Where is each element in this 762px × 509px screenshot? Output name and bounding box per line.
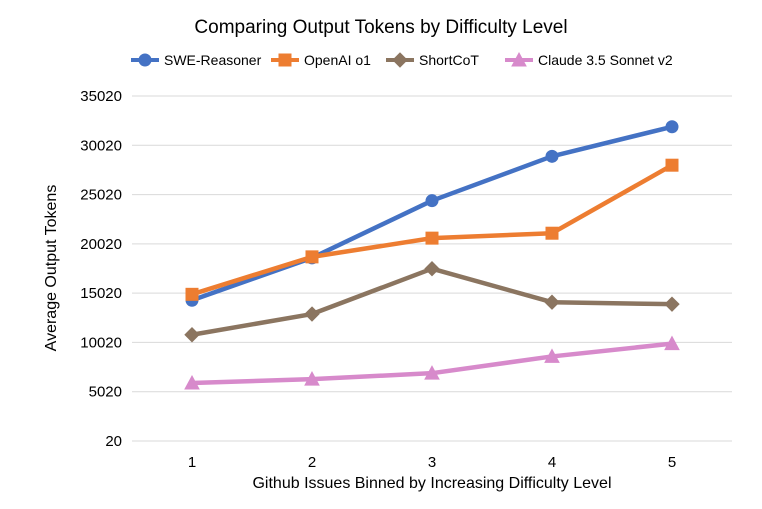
data-point bbox=[184, 327, 200, 343]
data-point bbox=[664, 335, 680, 351]
data-point bbox=[424, 365, 440, 380]
data-point bbox=[544, 294, 560, 310]
legend-marker bbox=[511, 51, 527, 67]
x-tick-label: 1 bbox=[188, 454, 196, 471]
series-openai-o1 bbox=[185, 158, 679, 301]
series-group bbox=[184, 120, 680, 390]
data-point bbox=[665, 120, 679, 134]
data-point bbox=[545, 226, 559, 240]
series-shortcot bbox=[184, 260, 680, 343]
y-axis-ticks: 20 5020 10020 15020 20020 25020 30020 35020 bbox=[80, 88, 122, 450]
data-point bbox=[425, 231, 439, 245]
y-tick-label: 15020 bbox=[80, 285, 122, 302]
y-axis-label: Average Output Tokens bbox=[43, 185, 60, 352]
data-point bbox=[185, 287, 199, 301]
y-tick-label: 20 bbox=[105, 433, 122, 450]
data-point bbox=[544, 348, 560, 363]
legend-label: OpenAI o1 bbox=[304, 52, 371, 68]
data-point bbox=[304, 371, 320, 386]
data-point bbox=[305, 250, 319, 264]
x-tick-label: 3 bbox=[428, 454, 436, 471]
y-tick-label: 20020 bbox=[80, 236, 122, 253]
x-tick-label: 2 bbox=[308, 454, 316, 471]
y-tick-label: 35020 bbox=[80, 88, 122, 105]
data-point bbox=[545, 149, 559, 163]
y-tick-label: 30020 bbox=[80, 137, 122, 154]
legend: SWE-Reasoner OpenAI o1 ShortCoT Claude 3.5 … bbox=[131, 51, 673, 68]
y-tick-label: 25020 bbox=[80, 187, 122, 204]
legend-marker bbox=[138, 53, 152, 67]
x-tick-label: 5 bbox=[668, 454, 676, 471]
legend-item: Claude 3.5 Sonnet v2 bbox=[505, 51, 673, 68]
legend-label: ShortCoT bbox=[419, 52, 479, 68]
legend-marker bbox=[392, 52, 408, 68]
legend-label: Claude 3.5 Sonnet v2 bbox=[538, 52, 673, 68]
legend-label: SWE-Reasoner bbox=[164, 52, 262, 68]
data-point bbox=[425, 194, 439, 208]
data-point bbox=[184, 374, 200, 390]
data-point bbox=[665, 158, 679, 172]
legend-item: SWE-Reasoner bbox=[131, 52, 262, 68]
data-point bbox=[664, 296, 680, 312]
data-point bbox=[304, 306, 320, 322]
legend-marker bbox=[278, 53, 292, 67]
legend-item: OpenAI o1 bbox=[271, 52, 371, 68]
series-line bbox=[189, 266, 675, 337]
y-tick-label: 10020 bbox=[80, 334, 122, 351]
legend-item: ShortCoT bbox=[386, 52, 479, 68]
chart-title: Comparing Output Tokens by Difficulty Le… bbox=[194, 17, 567, 38]
x-tick-label: 4 bbox=[548, 454, 556, 471]
x-axis-ticks: 1 2 3 4 5 bbox=[188, 454, 676, 471]
y-tick-label: 5020 bbox=[89, 384, 122, 401]
gridlines bbox=[132, 95, 732, 442]
series-swe-reasoner bbox=[185, 120, 679, 307]
data-point bbox=[424, 260, 440, 277]
series-claude-3-5-sonnet-v2 bbox=[184, 335, 680, 390]
x-axis-label: Github Issues Binned by Increasing Diffi… bbox=[252, 475, 611, 492]
